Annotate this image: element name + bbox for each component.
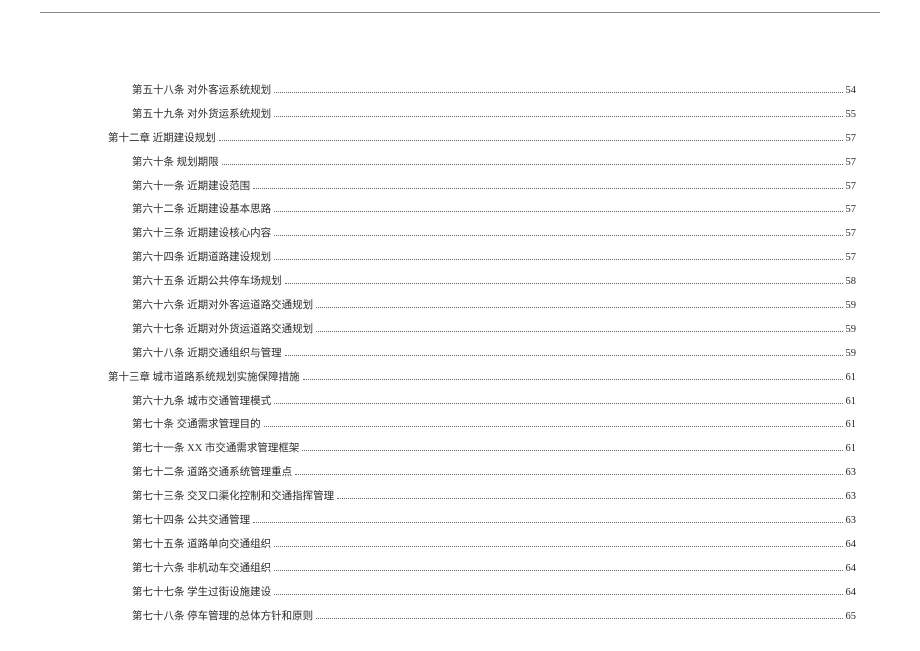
toc-leader-dots	[274, 92, 842, 93]
toc-entry: 第六十四条 近期道路建设规划 57	[132, 253, 856, 264]
toc-leader-dots	[316, 307, 842, 308]
toc-entry-label: 第七十条 交通需求管理目的	[132, 420, 261, 431]
toc-entry: 第六十八条 近期交通组织与管理 59	[132, 349, 856, 360]
toc-entry-label: 第七十四条 公共交通管理	[132, 516, 250, 527]
toc-entry-label: 第六十五条 近期公共停车场规划	[132, 277, 282, 288]
toc-entry-page: 57	[846, 134, 857, 145]
toc-entry-label: 第六十四条 近期道路建设规划	[132, 253, 271, 264]
toc-leader-dots	[274, 116, 842, 117]
toc-leader-dots	[274, 403, 842, 404]
toc-entry-page: 61	[846, 444, 857, 455]
toc-entry: 第七十七条 学生过街设施建设 64	[132, 588, 856, 599]
toc-entry-page: 64	[846, 540, 857, 551]
toc-entry-page: 57	[846, 205, 857, 216]
toc-entry: 第七十八条 停车管理的总体方针和原则 65	[132, 612, 856, 623]
toc-entry: 第五十八条 对外客运系统规划 54	[132, 86, 856, 97]
toc-entry: 第十三章 城市道路系统规划实施保障措施 61	[108, 373, 856, 384]
toc-entry: 第五十九条 对外货运系统规划 55	[132, 110, 856, 121]
toc-entry-page: 57	[846, 253, 857, 264]
toc-entry: 第七十三条 交叉口渠化控制和交通指挥管理 63	[132, 492, 856, 503]
toc-entry: 第七十一条 XX 市交通需求管理框架 61	[132, 444, 856, 455]
toc-entry-page: 57	[846, 229, 857, 240]
toc-entry: 第六十七条 近期对外货运道路交通规划 59	[132, 325, 856, 336]
toc-entry-label: 第六十三条 近期建设核心内容	[132, 229, 271, 240]
toc-entry-label: 第七十一条 XX 市交通需求管理框架	[132, 444, 299, 455]
toc-entry: 第六十六条 近期对外客运道路交通规划 59	[132, 301, 856, 312]
toc-entry-page: 64	[846, 588, 857, 599]
toc-entry-page: 59	[846, 301, 857, 312]
toc-leader-dots	[264, 426, 843, 427]
toc-entry-label: 第十二章 近期建设规划	[108, 134, 216, 145]
toc-entry-label: 第七十七条 学生过街设施建设	[132, 588, 271, 599]
toc-leader-dots	[219, 140, 843, 141]
table-of-contents: 第五十八条 对外客运系统规划 54 第五十九条 对外货运系统规划 55 第十二章 近期建…	[108, 86, 856, 635]
toc-entry-page: 63	[846, 516, 857, 527]
toc-entry-page: 63	[846, 468, 857, 479]
toc-entry: 第七十四条 公共交通管理 63	[132, 516, 856, 527]
toc-leader-dots	[274, 546, 842, 547]
toc-leader-dots	[253, 522, 842, 523]
toc-entry-label: 第七十六条 非机动车交通组织	[132, 564, 271, 575]
toc-entry-label: 第七十五条 道路单向交通组织	[132, 540, 271, 551]
toc-entry: 第十二章 近期建设规划 57	[108, 134, 856, 145]
toc-entry-label: 第五十九条 对外货运系统规划	[132, 110, 271, 121]
toc-leader-dots	[285, 283, 843, 284]
toc-entry: 第七十二条 道路交通系统管理重点 63	[132, 468, 856, 479]
toc-entry: 第六十条 规划期限 57	[132, 158, 856, 169]
toc-entry-page: 55	[846, 110, 857, 121]
toc-leader-dots	[222, 164, 843, 165]
toc-entry: 第七十五条 道路单向交通组织 64	[132, 540, 856, 551]
toc-entry: 第六十五条 近期公共停车场规划 58	[132, 277, 856, 288]
toc-entry: 第六十二条 近期建设基本思路 57	[132, 205, 856, 216]
toc-entry: 第七十六条 非机动车交通组织 64	[132, 564, 856, 575]
toc-entry-page: 57	[846, 182, 857, 193]
toc-entry-label: 第六十九条 城市交通管理模式	[132, 397, 271, 408]
toc-entry-page: 61	[846, 420, 857, 431]
toc-leader-dots	[302, 450, 842, 451]
toc-entry-label: 第七十八条 停车管理的总体方针和原则	[132, 612, 313, 623]
toc-entry-page: 63	[846, 492, 857, 503]
toc-entry-label: 第六十二条 近期建设基本思路	[132, 205, 271, 216]
toc-entry-page: 59	[846, 349, 857, 360]
toc-entry-label: 第七十二条 道路交通系统管理重点	[132, 468, 292, 479]
toc-leader-dots	[337, 498, 842, 499]
toc-leader-dots	[285, 355, 843, 356]
toc-entry-label: 第六十一条 近期建设范围	[132, 182, 250, 193]
toc-entry-label: 第五十八条 对外客运系统规划	[132, 86, 271, 97]
toc-leader-dots	[295, 474, 842, 475]
toc-entry-page: 61	[846, 397, 857, 408]
toc-entry: 第六十九条 城市交通管理模式 61	[132, 397, 856, 408]
toc-entry-page: 64	[846, 564, 857, 575]
toc-leader-dots	[303, 379, 843, 380]
toc-entry: 第七十条 交通需求管理目的 61	[132, 420, 856, 431]
toc-entry-page: 59	[846, 325, 857, 336]
toc-entry: 第六十三条 近期建设核心内容 57	[132, 229, 856, 240]
toc-entry-page: 54	[846, 86, 857, 97]
toc-entry-label: 第十三章 城市道路系统规划实施保障措施	[108, 373, 300, 384]
toc-leader-dots	[274, 235, 842, 236]
toc-leader-dots	[253, 188, 842, 189]
toc-leader-dots	[274, 594, 842, 595]
toc-entry-label: 第六十六条 近期对外客运道路交通规划	[132, 301, 313, 312]
toc-leader-dots	[316, 618, 842, 619]
toc-leader-dots	[274, 570, 842, 571]
toc-entry-label: 第七十三条 交叉口渠化控制和交通指挥管理	[132, 492, 334, 503]
toc-leader-dots	[274, 259, 842, 260]
toc-entry-page: 61	[846, 373, 857, 384]
toc-entry-page: 57	[846, 158, 857, 169]
toc-entry-page: 65	[846, 612, 857, 623]
toc-leader-dots	[274, 211, 842, 212]
toc-leader-dots	[316, 331, 842, 332]
toc-entry-label: 第六十八条 近期交通组织与管理	[132, 349, 282, 360]
toc-entry-page: 58	[846, 277, 857, 288]
header-rule	[40, 12, 880, 13]
toc-entry-label: 第六十七条 近期对外货运道路交通规划	[132, 325, 313, 336]
toc-entry: 第六十一条 近期建设范围 57	[132, 182, 856, 193]
toc-entry-label: 第六十条 规划期限	[132, 158, 219, 169]
